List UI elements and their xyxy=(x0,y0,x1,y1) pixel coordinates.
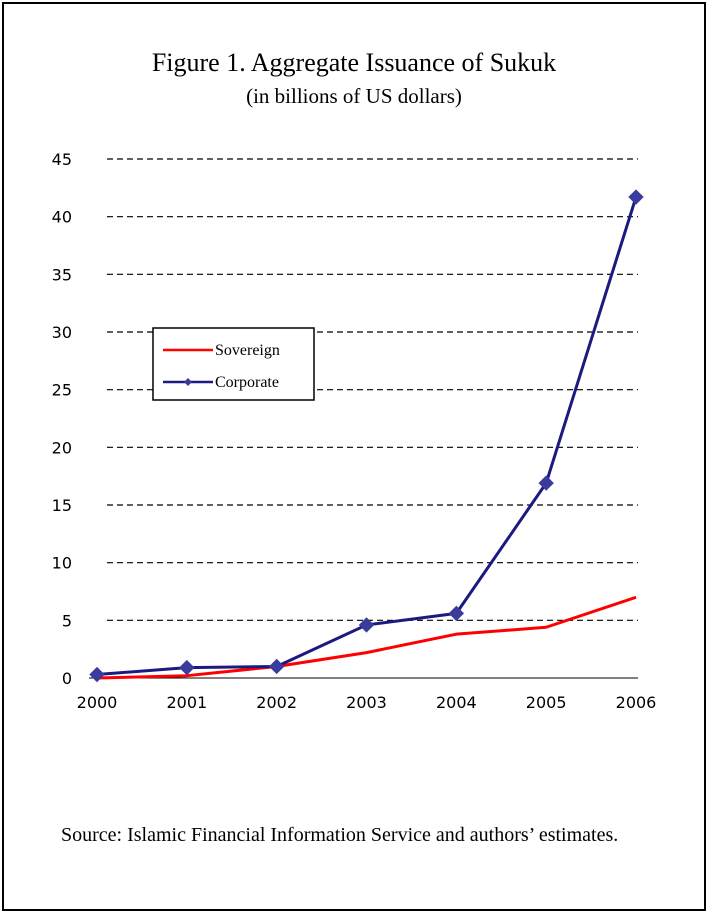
chart-subtitle: (in billions of US dollars) xyxy=(246,84,462,108)
legend-label-corporate: Corporate xyxy=(215,374,279,391)
series-line-corporate xyxy=(96,196,638,677)
y-tick-label: 25 xyxy=(52,381,72,400)
x-tick-label: 2002 xyxy=(256,693,297,712)
x-tick-label: 2005 xyxy=(526,693,567,712)
data-point-corporate xyxy=(538,475,554,491)
data-point-corporate xyxy=(179,659,195,676)
chart-title: Figure 1. Aggregate Issuance of Sukuk xyxy=(151,48,557,77)
series-line-sovereign xyxy=(96,595,637,680)
source-note: Source: Islamic Financial Information Se… xyxy=(61,824,619,846)
legend-label-sovereign: Sovereign xyxy=(215,342,280,359)
y-tick-label: 20 xyxy=(52,438,72,457)
data-point-corporate xyxy=(89,666,105,683)
y-tick-label: 0 xyxy=(62,669,72,688)
x-tick-label: 2003 xyxy=(346,693,387,712)
data-point-corporate xyxy=(358,617,375,633)
x-tick-label: 2004 xyxy=(436,693,477,712)
x-tick-label: 2000 xyxy=(77,693,118,712)
data-point-corporate xyxy=(628,189,644,205)
y-tick-label: 40 xyxy=(52,208,72,227)
y-tick-label: 30 xyxy=(52,323,72,342)
y-tick-label: 10 xyxy=(52,554,72,573)
legend-marker xyxy=(184,378,192,386)
y-tick-label: 15 xyxy=(52,496,72,515)
x-tick-label: 2006 xyxy=(616,693,657,712)
legend-box xyxy=(152,327,315,401)
data-point-corporate xyxy=(448,605,465,622)
y-tick-label: 45 xyxy=(52,150,72,169)
data-point-corporate xyxy=(268,658,285,675)
y-tick-label: 5 xyxy=(62,611,72,630)
x-tick-label: 2001 xyxy=(166,693,207,712)
line-chart: 0 5 10 15 20 25 30 35 40 45 2000 2001 2002 2003 2004 20… xyxy=(52,150,657,712)
y-tick-label: 35 xyxy=(52,265,72,284)
